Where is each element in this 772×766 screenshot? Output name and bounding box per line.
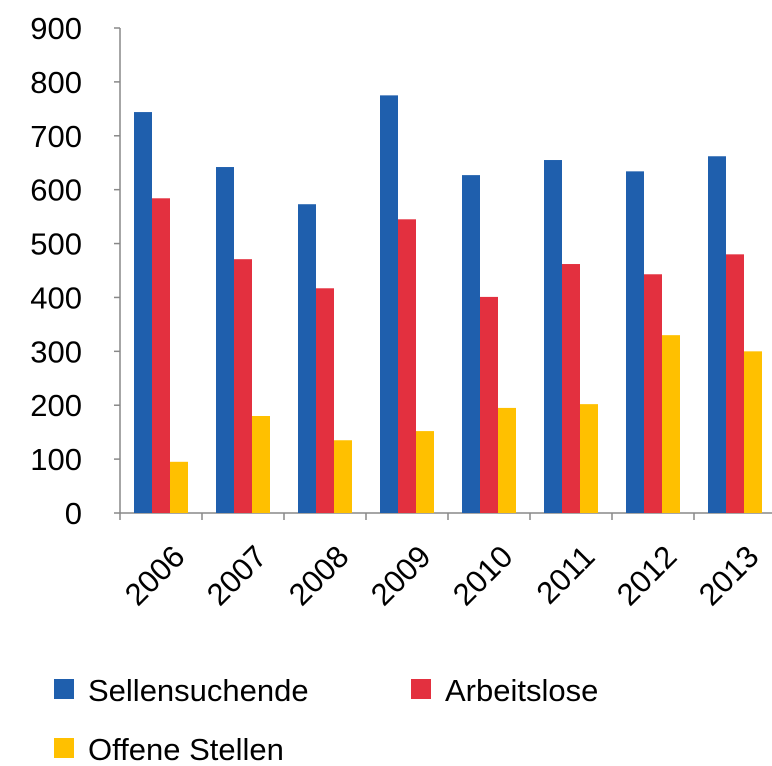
x-tick-label: 2010 bbox=[446, 539, 520, 613]
y-tick-label: 300 bbox=[30, 334, 82, 369]
bar bbox=[316, 288, 334, 513]
bar bbox=[544, 160, 562, 513]
x-tick-label: 2013 bbox=[692, 539, 766, 613]
bar bbox=[234, 259, 252, 513]
x-tick-label: 2011 bbox=[530, 539, 602, 611]
y-tick-label: 900 bbox=[30, 11, 82, 46]
legend-swatch bbox=[411, 679, 431, 699]
y-tick-label: 200 bbox=[30, 388, 82, 423]
bar bbox=[662, 335, 680, 513]
bar bbox=[726, 254, 744, 514]
bar bbox=[644, 274, 662, 513]
x-tick-label: 2009 bbox=[364, 539, 438, 613]
y-tick-label: 400 bbox=[30, 280, 82, 315]
x-tick-label: 2012 bbox=[610, 539, 684, 613]
y-tick-label: 700 bbox=[30, 119, 82, 154]
bar bbox=[216, 167, 234, 514]
bar bbox=[462, 175, 480, 513]
bar bbox=[708, 156, 726, 513]
bar bbox=[498, 407, 516, 513]
bar bbox=[580, 404, 598, 513]
bar bbox=[416, 431, 434, 513]
bar bbox=[134, 112, 152, 514]
bar bbox=[626, 171, 644, 513]
bar bbox=[380, 95, 398, 513]
y-tick-label: 600 bbox=[30, 173, 82, 208]
legend-label: Sellensuchende bbox=[88, 673, 309, 708]
legend-swatch bbox=[54, 738, 74, 758]
bar bbox=[152, 198, 170, 514]
bar bbox=[298, 204, 316, 513]
y-tick-label: 500 bbox=[30, 227, 82, 262]
bar bbox=[334, 440, 352, 513]
bar bbox=[170, 461, 188, 513]
bar bbox=[480, 296, 498, 513]
y-tick-label: 100 bbox=[30, 442, 82, 477]
legend-label: Offene Stellen bbox=[88, 732, 284, 766]
bar bbox=[252, 416, 270, 513]
x-tick-label: 2007 bbox=[200, 539, 274, 613]
legend-label: Arbeitslose bbox=[445, 673, 598, 708]
legend-swatch bbox=[54, 679, 74, 699]
bar bbox=[744, 351, 762, 513]
y-tick-label: 0 bbox=[65, 496, 82, 531]
x-tick-label: 2008 bbox=[282, 539, 356, 613]
y-tick-label: 800 bbox=[30, 65, 82, 100]
bar bbox=[398, 219, 416, 514]
x-tick-label: 2006 bbox=[118, 539, 192, 613]
bar bbox=[562, 264, 580, 513]
